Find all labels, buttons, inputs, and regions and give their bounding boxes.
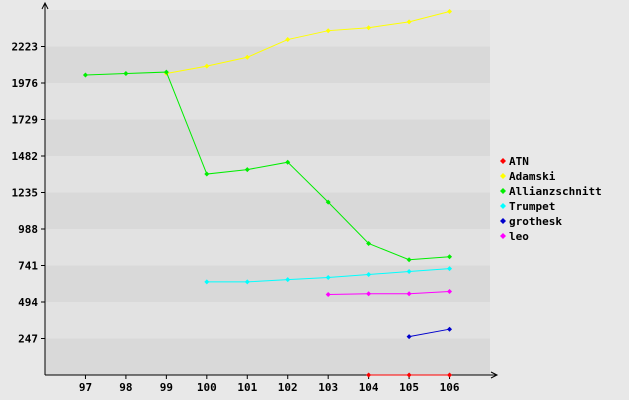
- legend-label: Adamski: [509, 170, 556, 183]
- data-point: [366, 372, 372, 378]
- legend-marker: [500, 188, 506, 194]
- y-axis-arrow: [41, 1, 49, 10]
- legend-marker: [500, 233, 506, 239]
- series-line: [166, 10, 450, 75]
- grid-band: [45, 192, 490, 229]
- y-tick-label: 741: [18, 260, 38, 273]
- data-point: [366, 291, 372, 297]
- grid-band: [45, 83, 490, 120]
- data-point: [204, 63, 210, 69]
- y-tick-label: 1482: [12, 150, 39, 163]
- y-tick-label: 988: [18, 223, 38, 236]
- data-point: [406, 269, 412, 275]
- data-point: [123, 71, 129, 77]
- data-point: [406, 19, 412, 25]
- data-point: [406, 372, 412, 378]
- data-point: [366, 25, 372, 31]
- x-tick-label: 105: [399, 381, 419, 394]
- grid-band: [45, 338, 490, 375]
- legend-item: Adamski: [500, 170, 556, 183]
- y-tick-label: 2223: [12, 41, 39, 54]
- y-tick-label: 247: [18, 333, 38, 346]
- y-tick-label: 1729: [12, 114, 39, 127]
- series-line: [85, 71, 450, 261]
- legend-label: Allianzschnitt: [509, 185, 602, 198]
- x-tick-label: 106: [440, 381, 460, 394]
- y-tick-label: 1235: [12, 187, 39, 200]
- data-point: [366, 272, 372, 278]
- legend-item: leo: [500, 230, 529, 243]
- x-tick-label: 101: [237, 381, 257, 394]
- data-point: [244, 279, 250, 285]
- data-point: [325, 291, 331, 297]
- grid-band: [45, 265, 490, 302]
- legend-marker: [500, 218, 506, 224]
- legend-item: ATN: [500, 155, 529, 168]
- series-lines: [82, 8, 453, 378]
- data-point: [204, 279, 210, 285]
- legend-item: Trumpet: [500, 200, 555, 213]
- x-axis-arrow: [490, 371, 499, 379]
- data-point: [285, 37, 291, 43]
- y-tick-label: 1976: [12, 77, 39, 90]
- legend: ATN Adamski Allianzschnitt Trumpet grothesk l…: [500, 155, 602, 243]
- data-point: [163, 69, 169, 75]
- series-atn: [366, 372, 453, 378]
- data-point: [447, 8, 453, 14]
- legend-item: Allianzschnitt: [500, 185, 602, 198]
- x-tick-label: 103: [318, 381, 338, 394]
- grid-band: [45, 46, 490, 83]
- x-tick-label: 99: [160, 381, 173, 394]
- data-point: [285, 159, 291, 165]
- data-point: [447, 372, 453, 378]
- y-axis-ticks: 247 494 741 988 1235 1482 1729 1976 2223: [12, 41, 45, 346]
- x-tick-label: 104: [359, 381, 379, 394]
- data-point: [447, 266, 453, 272]
- series-trumpet: [204, 266, 453, 285]
- x-tick-label: 98: [119, 381, 132, 394]
- data-point: [366, 240, 372, 246]
- data-point: [325, 274, 331, 280]
- legend-marker: [500, 173, 506, 179]
- grid-band: [45, 119, 490, 156]
- x-tick-label: 97: [79, 381, 92, 394]
- legend-item: grothesk: [500, 215, 562, 228]
- legend-label: grothesk: [509, 215, 562, 228]
- grid-band: [45, 229, 490, 266]
- legend-label: leo: [509, 230, 529, 243]
- data-point: [447, 326, 453, 332]
- legend-label: ATN: [509, 155, 529, 168]
- series-line: [409, 328, 450, 338]
- legend-marker: [500, 203, 506, 209]
- legend-label: Trumpet: [509, 200, 555, 213]
- grid-band: [45, 302, 490, 339]
- legend-marker: [500, 158, 506, 164]
- series-leo: [325, 289, 453, 297]
- series-line: [328, 291, 450, 295]
- y-tick-label: 494: [18, 296, 38, 309]
- data-point: [325, 28, 331, 34]
- data-point: [82, 72, 88, 78]
- data-point: [244, 54, 250, 60]
- x-axis-ticks: 97 98 99 100 101 102 103 104 105 106: [79, 375, 460, 394]
- grid-band: [45, 10, 490, 47]
- data-point: [204, 171, 210, 177]
- data-point: [447, 289, 453, 295]
- data-point: [244, 167, 250, 173]
- data-point: [406, 291, 412, 297]
- plot-background: [45, 10, 490, 375]
- data-point: [325, 199, 331, 205]
- data-point: [447, 254, 453, 260]
- x-tick-label: 102: [278, 381, 298, 394]
- grid-band: [45, 156, 490, 193]
- x-tick-label: 100: [197, 381, 217, 394]
- data-point: [406, 334, 412, 340]
- data-point: [285, 277, 291, 283]
- series-grothesk: [406, 326, 453, 340]
- series-allianzschnitt: [82, 69, 453, 263]
- data-point: [406, 257, 412, 263]
